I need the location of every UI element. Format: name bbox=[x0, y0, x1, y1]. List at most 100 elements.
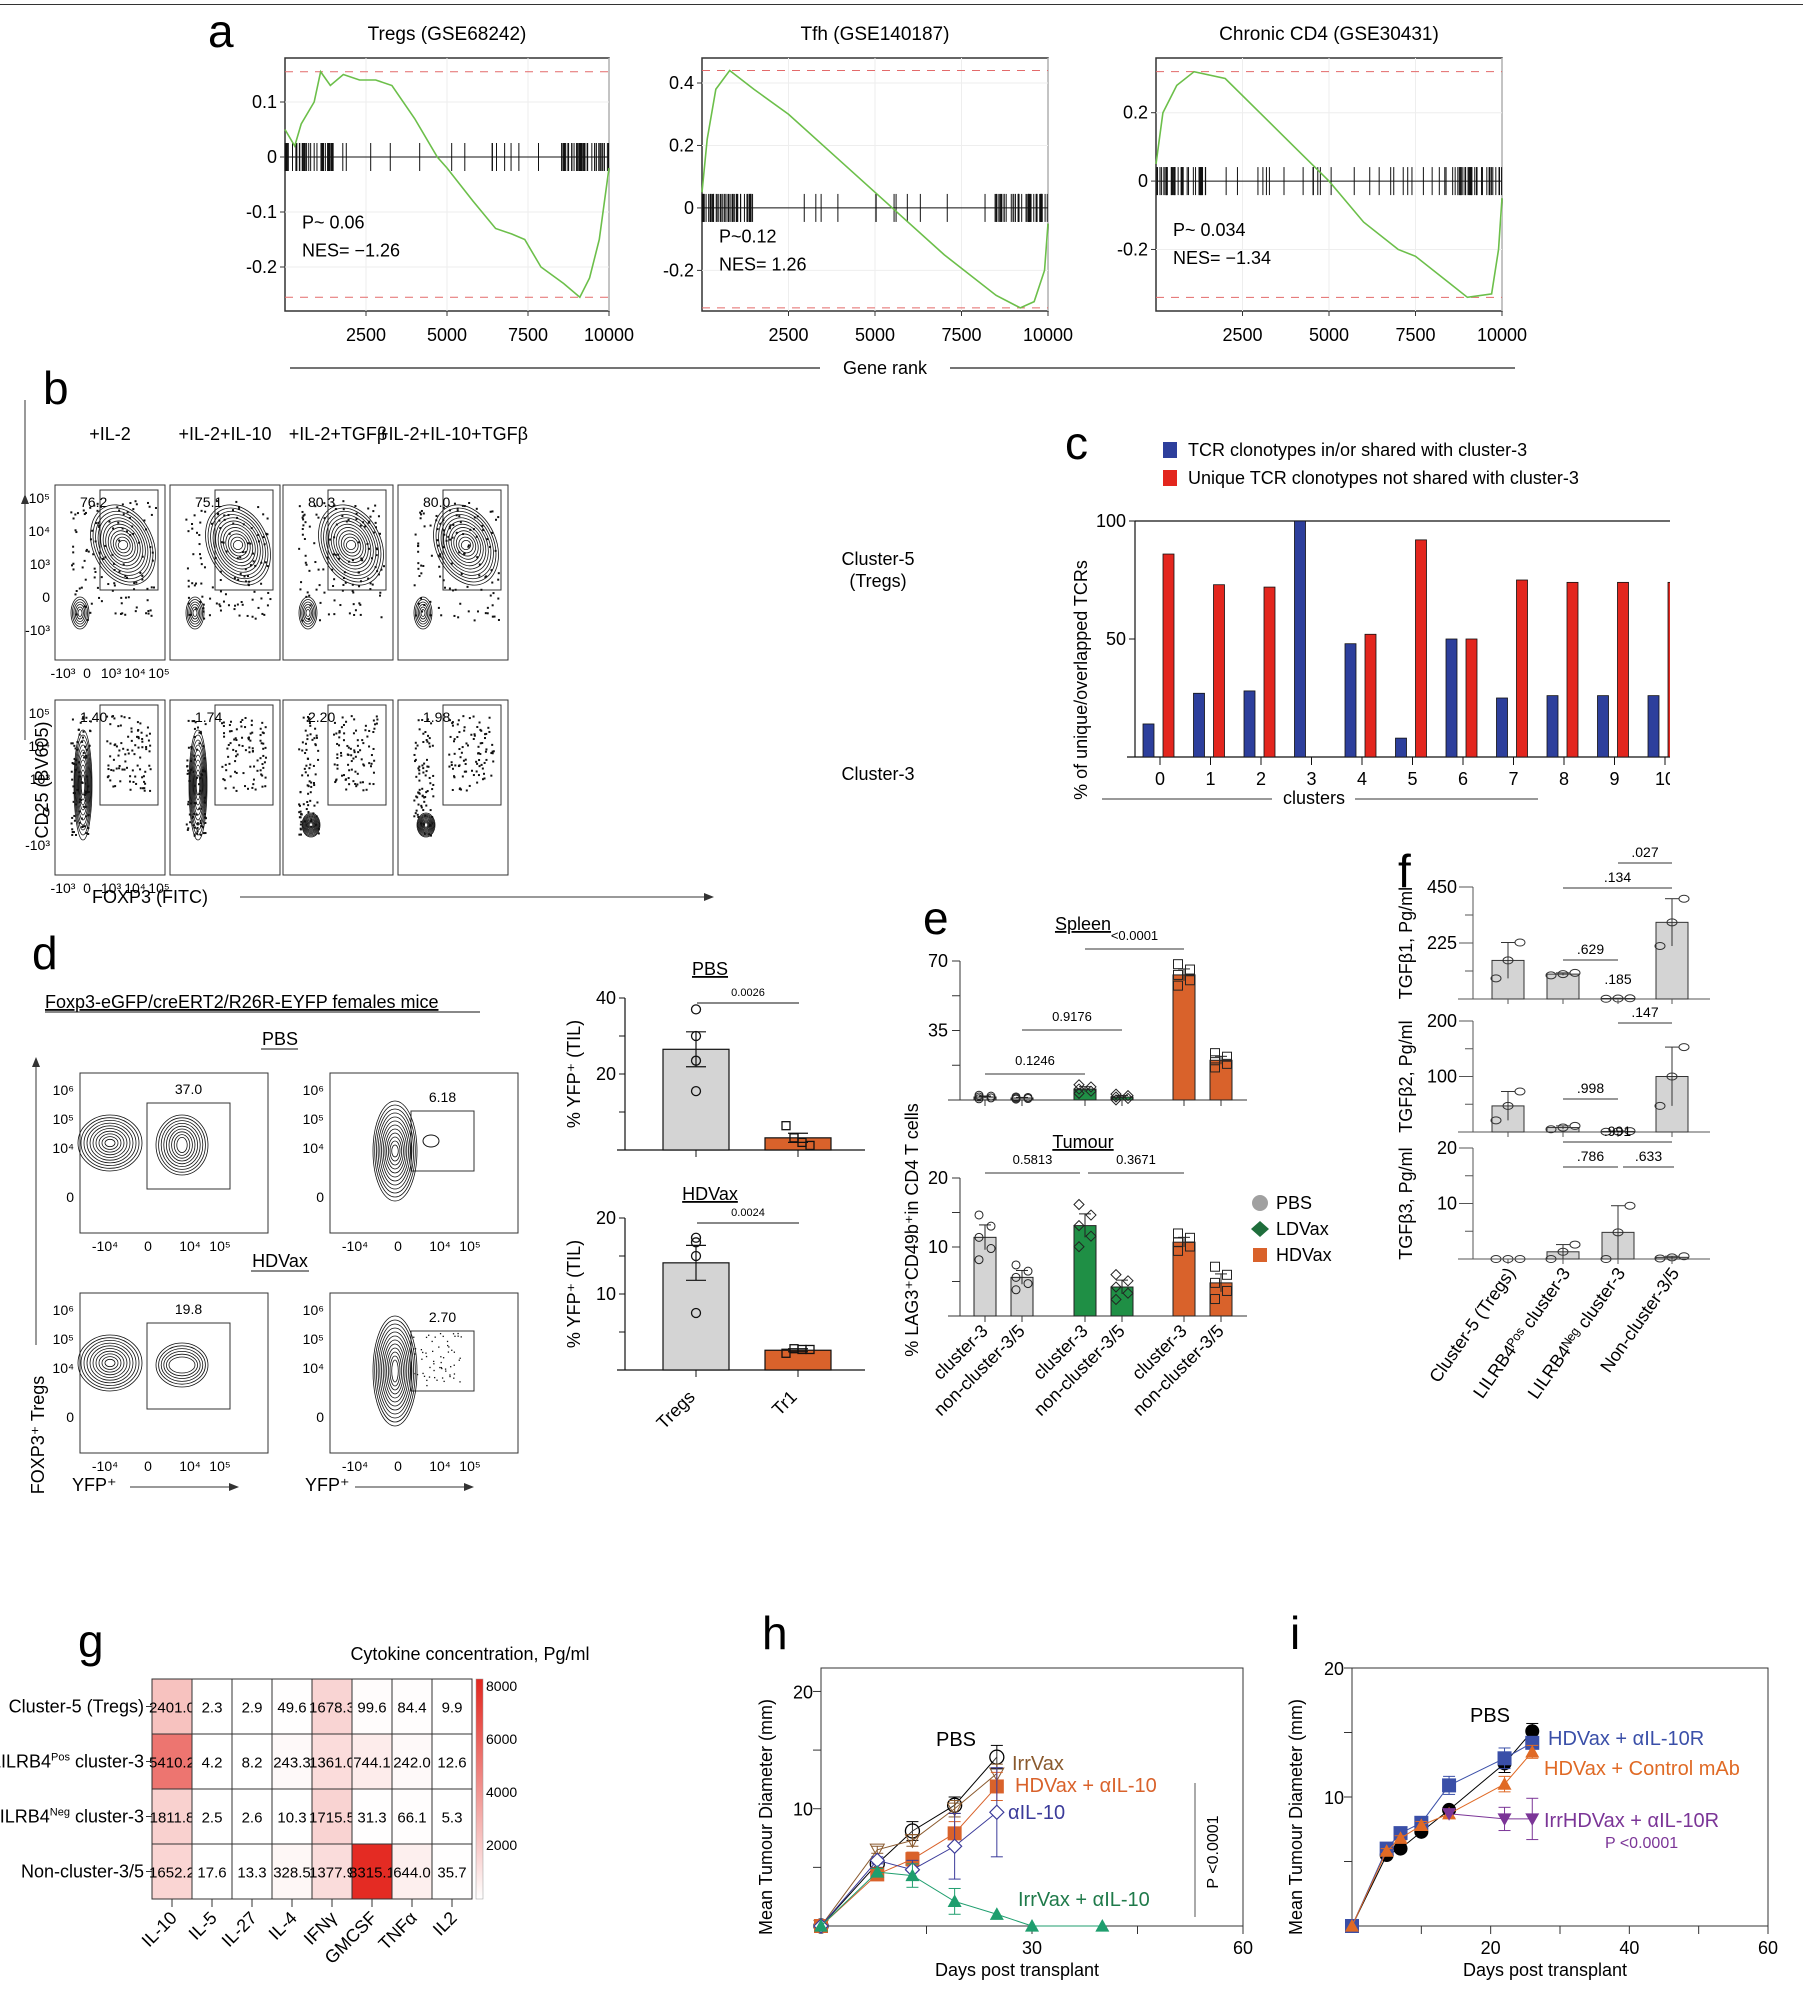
flow-event bbox=[107, 764, 109, 766]
flow-event bbox=[199, 543, 201, 545]
flow-event bbox=[78, 729, 80, 731]
e-point bbox=[987, 1222, 995, 1230]
gsea-ytick-label: -0.2 bbox=[663, 260, 694, 280]
flow-event bbox=[201, 596, 203, 598]
flow-event bbox=[322, 568, 324, 570]
e-pvalue: 0.3671 bbox=[1116, 1152, 1156, 1167]
flow-event bbox=[230, 742, 232, 744]
flow-event bbox=[85, 512, 87, 514]
flow-event bbox=[456, 514, 458, 516]
flow-event bbox=[258, 607, 260, 609]
e-point bbox=[1211, 1262, 1220, 1271]
gsea-ytick-label: 0.2 bbox=[669, 135, 694, 155]
panel-letter-d: d bbox=[32, 930, 58, 976]
flow-event bbox=[144, 783, 146, 785]
flow-event bbox=[155, 507, 157, 509]
flow-event bbox=[124, 753, 126, 755]
flow-event bbox=[196, 832, 198, 834]
flow-event bbox=[225, 764, 227, 766]
flow-event bbox=[418, 766, 420, 768]
b-column-header: +IL-2+IL-10+TGFβ bbox=[378, 424, 528, 444]
flow-event bbox=[267, 592, 269, 594]
d-flow-event bbox=[449, 1374, 450, 1375]
flow-event bbox=[83, 731, 85, 733]
flow-event bbox=[215, 557, 217, 559]
d-flow-xtick-label: 10⁵ bbox=[209, 1458, 230, 1474]
flow-event bbox=[264, 785, 266, 787]
flow-event bbox=[309, 604, 311, 606]
flow-event bbox=[428, 742, 430, 744]
flow-event bbox=[347, 764, 349, 766]
line-marker bbox=[1525, 1813, 1539, 1826]
c-xtick-label: 3 bbox=[1306, 769, 1316, 789]
flow-ytick-label: 0 bbox=[42, 589, 50, 605]
flow-event bbox=[340, 752, 342, 754]
flow-event bbox=[124, 716, 126, 718]
flow-event bbox=[185, 519, 187, 521]
flow-event bbox=[122, 528, 124, 530]
flow-event bbox=[421, 788, 423, 790]
flow-event bbox=[186, 765, 188, 767]
gsea-xtick-label: 10000 bbox=[1477, 325, 1527, 345]
d-flow-event bbox=[433, 1363, 434, 1364]
flow-event bbox=[318, 828, 320, 830]
d-bar-pvalue: 0.0026 bbox=[731, 987, 765, 999]
line-pvalue: P <0.0001 bbox=[1605, 1835, 1678, 1852]
flow-event bbox=[480, 742, 482, 744]
flow-event bbox=[449, 509, 451, 511]
d-flow-xtick-label: 10⁵ bbox=[209, 1238, 230, 1254]
d-group-hdvax: HDVax bbox=[252, 1251, 308, 1271]
flow-event bbox=[93, 505, 95, 507]
flow-event bbox=[431, 788, 433, 790]
flow-event bbox=[147, 726, 149, 728]
flow-event bbox=[305, 562, 307, 564]
f-ylabel: TGFβ1, Pg/ml bbox=[1396, 887, 1416, 999]
flow-event bbox=[461, 752, 463, 754]
flow-event bbox=[416, 796, 418, 798]
heatmap-col-label: TNFα bbox=[375, 1908, 421, 1954]
gsea-xtick-label: 10000 bbox=[584, 325, 634, 345]
flow-event bbox=[237, 557, 239, 559]
flow-event bbox=[478, 759, 480, 761]
flow-event bbox=[124, 760, 126, 762]
heatmap-cell-value: 2.3 bbox=[202, 1700, 223, 1717]
flow-event bbox=[221, 766, 223, 768]
flow-event bbox=[370, 582, 372, 584]
flow-event bbox=[417, 562, 419, 564]
flow-event bbox=[359, 749, 361, 751]
flow-event bbox=[195, 608, 197, 610]
flow-event bbox=[336, 524, 338, 526]
flow-event bbox=[452, 537, 454, 539]
flow-event bbox=[306, 738, 308, 740]
flow-event bbox=[136, 503, 138, 505]
flow-event bbox=[200, 790, 202, 792]
flow-ytick-label: 10⁵ bbox=[29, 705, 50, 721]
panel-c-chart: TCR clonotypes in/or shared with cluster… bbox=[1050, 420, 1670, 820]
d-flow-event bbox=[429, 1367, 430, 1368]
flow-event bbox=[114, 743, 116, 745]
flow-event bbox=[439, 576, 441, 578]
flow-event bbox=[200, 808, 202, 810]
flow-event bbox=[478, 774, 480, 776]
flow-event bbox=[221, 541, 223, 543]
line-marker bbox=[948, 1839, 962, 1853]
line-series-label: PBS bbox=[936, 1729, 976, 1751]
flow-event bbox=[131, 740, 133, 742]
flow-event bbox=[443, 529, 445, 531]
flow-event bbox=[308, 767, 310, 769]
flow-event bbox=[120, 725, 122, 727]
flow-event bbox=[443, 534, 445, 536]
gsea-title: Tfh (GSE140187) bbox=[801, 24, 950, 45]
flow-event bbox=[111, 554, 113, 556]
flow-event bbox=[146, 588, 148, 590]
heatmap-cell-value: 1361.0 bbox=[309, 1755, 355, 1772]
flow-event bbox=[497, 579, 499, 581]
flow-event bbox=[223, 736, 225, 738]
d-bar-ytick-label: 10 bbox=[596, 1284, 616, 1304]
d-flow-event bbox=[454, 1365, 455, 1366]
flow-event bbox=[306, 808, 308, 810]
flow-event bbox=[72, 785, 74, 787]
flow-event bbox=[138, 747, 140, 749]
flow-event bbox=[139, 768, 141, 770]
